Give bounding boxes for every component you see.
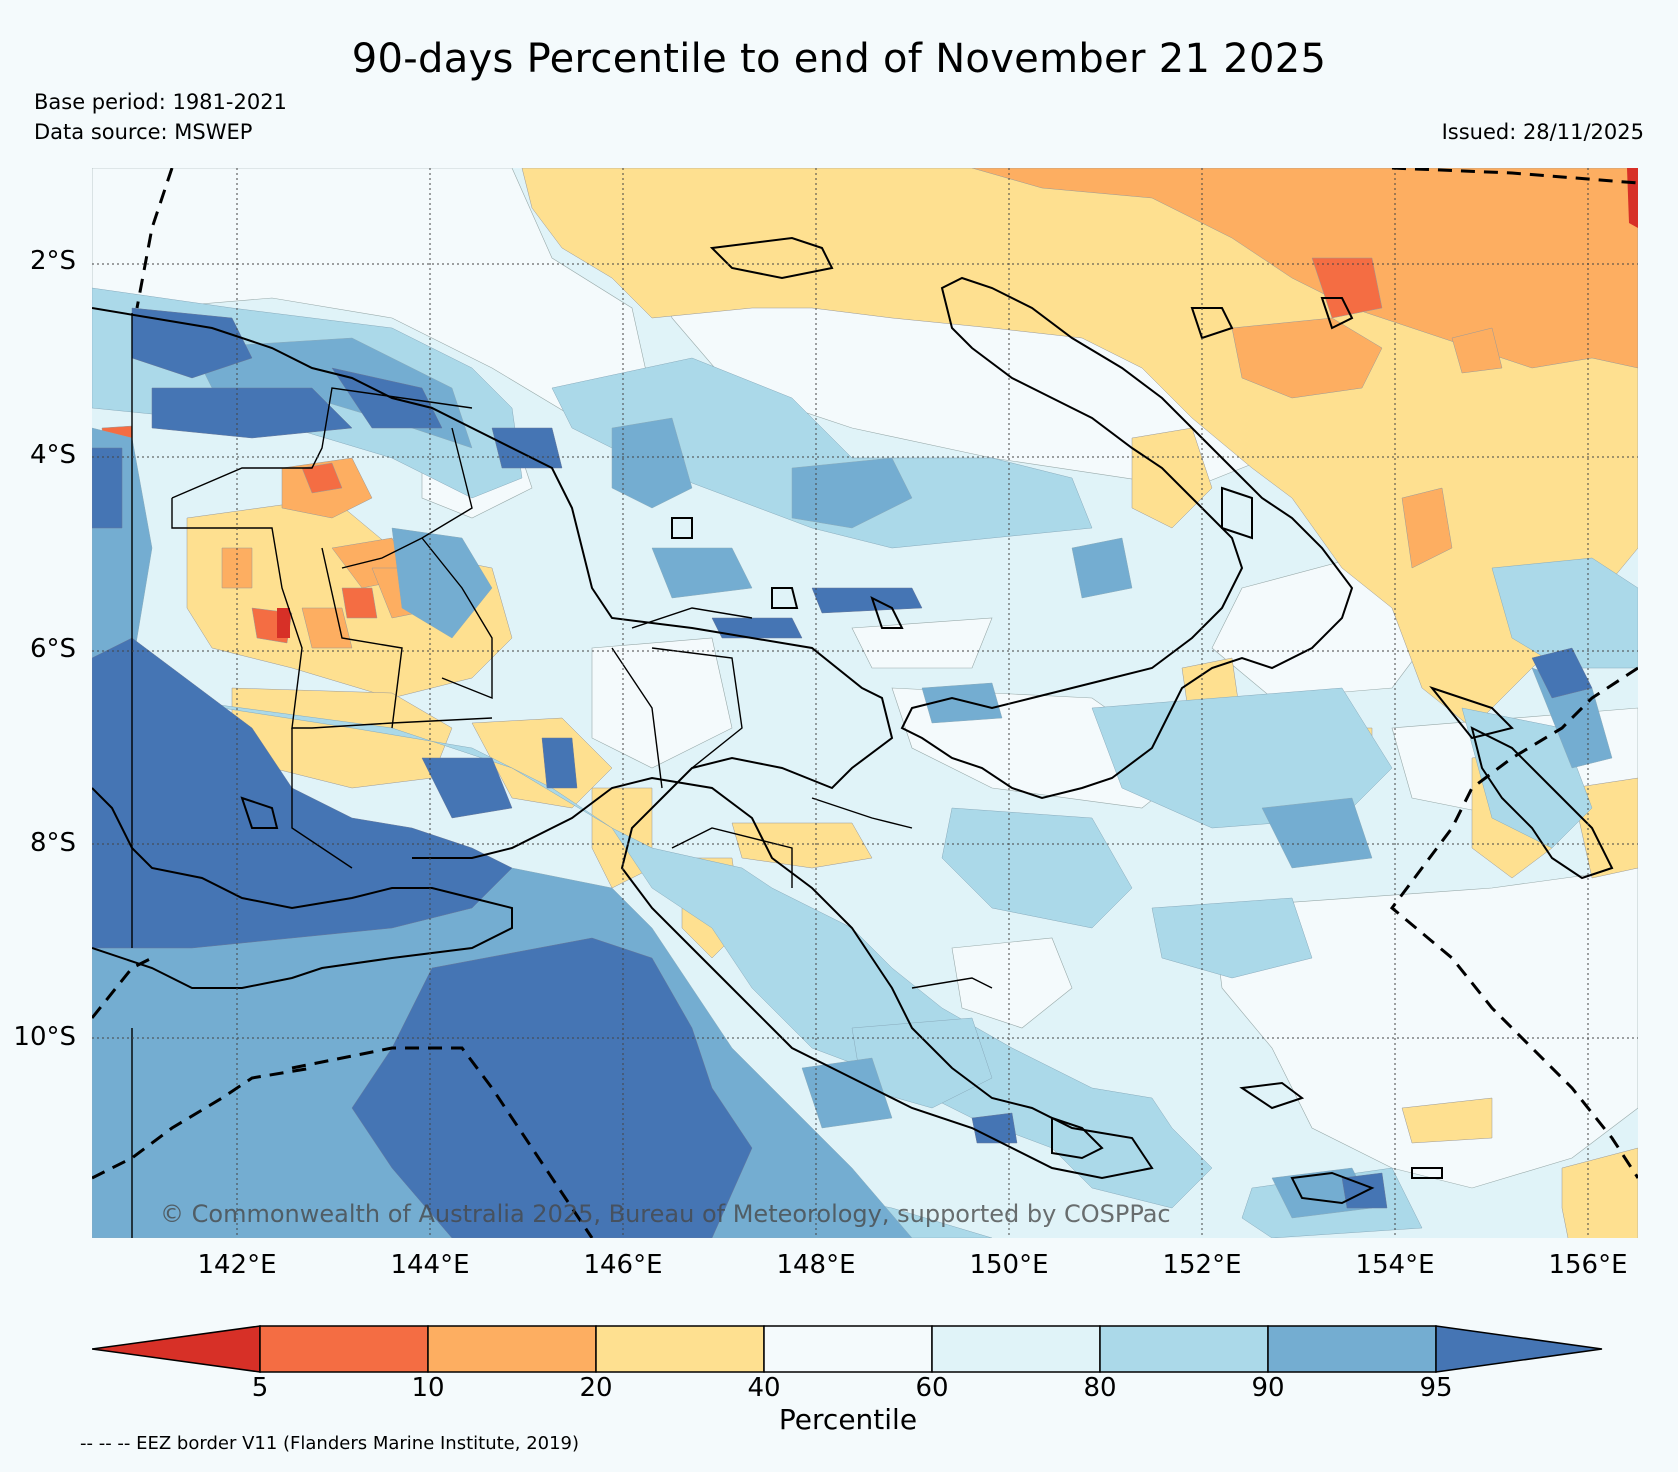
lon-label-144e: 144°E xyxy=(390,1250,470,1280)
fill-gt-95 xyxy=(92,307,1593,1238)
copyright-notice: © Commonwealth of Australia 2025, Bureau… xyxy=(160,1200,1171,1228)
lat-label-4s: 4°S xyxy=(29,440,76,470)
percentile-map xyxy=(92,168,1638,1238)
issued-date-text: Issued: 28/11/2025 xyxy=(1441,120,1644,144)
fill-10-20 xyxy=(221,168,1638,649)
lat-label-2s: 2°S xyxy=(29,246,76,276)
colorbar-tick-80: 80 xyxy=(1083,1373,1117,1403)
colorbar-bin-60-80 xyxy=(931,1325,1101,1373)
colorbar-bin-10-20 xyxy=(427,1325,597,1373)
colorbar-tick-60: 60 xyxy=(915,1373,949,1403)
lon-label-156e: 156°E xyxy=(1548,1250,1628,1280)
colorbar-bin-5-10 xyxy=(259,1325,429,1373)
colorbar-bin-20-40 xyxy=(595,1325,765,1373)
colorbar-bin->95 xyxy=(1435,1325,1603,1373)
eez-footnote: -- -- -- EEZ border V11 (Flanders Marine… xyxy=(80,1433,580,1454)
percentile-colorbar xyxy=(91,1325,1604,1377)
lon-label-152e: 152°E xyxy=(1162,1250,1242,1280)
colorbar-label: Percentile xyxy=(778,1403,918,1436)
eez-border xyxy=(92,168,1638,1238)
lon-label-142e: 142°E xyxy=(197,1250,277,1280)
colorbar-tick-20: 20 xyxy=(579,1373,613,1403)
lat-label-10s: 10°S xyxy=(13,1022,76,1052)
colorbar-bin-80-90 xyxy=(1099,1325,1269,1373)
gridlines xyxy=(92,168,1638,1238)
colorbar-bin-<5 xyxy=(91,1325,261,1373)
data-source-text: Data source: MSWEP xyxy=(34,120,253,144)
colorbar-tick-5: 5 xyxy=(251,1373,269,1403)
lat-label-6s: 6°S xyxy=(29,634,76,664)
coastline xyxy=(92,236,1614,1205)
lon-label-148e: 148°E xyxy=(776,1250,856,1280)
lon-label-146e: 146°E xyxy=(583,1250,663,1280)
colorbar-tick-40: 40 xyxy=(747,1373,781,1403)
base-period-text: Base period: 1981-2021 xyxy=(34,90,287,114)
lon-label-150e: 150°E xyxy=(969,1250,1049,1280)
colorbar-bin-90-95 xyxy=(1267,1325,1437,1373)
lon-label-154e: 154°E xyxy=(1355,1250,1435,1280)
colorbar-tick-10: 10 xyxy=(411,1373,445,1403)
lat-label-8s: 8°S xyxy=(29,828,76,858)
colorbar-tick-95: 95 xyxy=(1419,1373,1453,1403)
province-borders xyxy=(131,313,993,1238)
fill-40-60 xyxy=(92,168,1638,1189)
map-title: 90-days Percentile to end of November 21… xyxy=(351,36,1327,82)
colorbar-bin-40-60 xyxy=(763,1325,933,1373)
colorbar-tick-90: 90 xyxy=(1251,1373,1285,1403)
